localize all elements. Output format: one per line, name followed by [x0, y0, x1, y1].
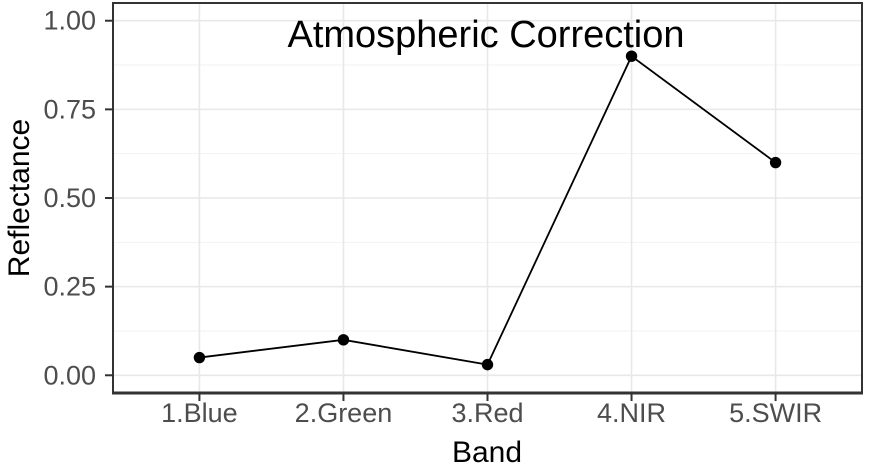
data-point — [193, 351, 206, 364]
y-tick-label: 0.00 — [43, 360, 96, 390]
data-point — [337, 334, 350, 346]
y-tick-label: 0.50 — [43, 183, 96, 213]
y-tick-label: 0.25 — [43, 272, 96, 302]
x-tick-label: 2.Green — [295, 398, 393, 428]
y-axis-title: Reflectance — [3, 119, 36, 277]
x-axis-title: Band — [452, 436, 522, 469]
x-tick-label: 4.NIR — [597, 398, 666, 428]
data-point — [481, 358, 494, 371]
x-tick-label: 1.Blue — [161, 398, 238, 428]
x-tick-label: 3.Red — [451, 398, 523, 428]
chart-title: Atmospheric Correction — [287, 14, 684, 56]
x-tick-label: 5.SWIR — [729, 398, 822, 428]
data-point — [625, 50, 638, 62]
y-tick-label: 1.00 — [43, 6, 96, 36]
y-tick-label: 0.75 — [43, 94, 96, 124]
data-point — [769, 156, 782, 169]
